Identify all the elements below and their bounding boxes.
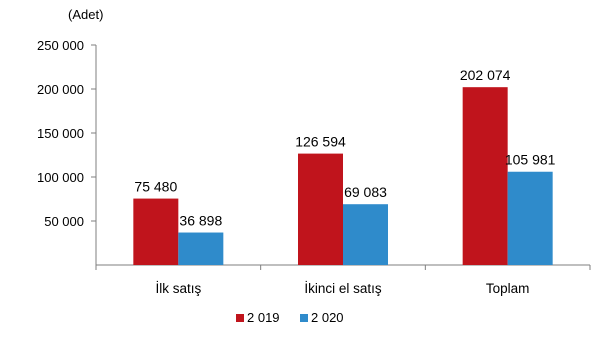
legend-label: 2 020 bbox=[311, 310, 344, 325]
data-label: 36 898 bbox=[179, 213, 222, 229]
y-tick-label: 200 000 bbox=[37, 82, 84, 97]
x-axis: İlk satış İkinci el satış Toplam bbox=[95, 264, 591, 296]
data-label: 69 083 bbox=[344, 184, 387, 200]
bars bbox=[133, 87, 553, 265]
y-tick-label: 150 000 bbox=[37, 126, 84, 141]
y-tick-label: 50 000 bbox=[44, 214, 84, 229]
data-label: 202 074 bbox=[460, 67, 511, 83]
data-labels: 75 480 36 898 126 594 69 083 202 074 105 981 bbox=[134, 67, 555, 228]
bar bbox=[133, 198, 179, 265]
y-tick-label: 100 000 bbox=[37, 170, 84, 185]
legend-label: 2 019 bbox=[247, 310, 280, 325]
category-label: İlk satış bbox=[155, 281, 201, 296]
legend: 2 019 2 020 bbox=[236, 310, 344, 325]
legend-swatch bbox=[300, 314, 308, 322]
legend-swatch bbox=[236, 314, 244, 322]
bar bbox=[298, 153, 343, 265]
bar bbox=[343, 204, 388, 265]
category-label: Toplam bbox=[486, 281, 530, 296]
unit-label: (Adet) bbox=[68, 7, 103, 22]
data-label: 75 480 bbox=[134, 179, 177, 195]
bar bbox=[462, 87, 508, 265]
category-label: İkinci el satış bbox=[304, 281, 382, 296]
data-label: 105 981 bbox=[505, 152, 556, 168]
bar bbox=[178, 232, 224, 265]
y-axis: 50 000 100 000 150 000 200 000 250 000 bbox=[37, 38, 97, 265]
data-label: 126 594 bbox=[295, 134, 346, 150]
y-tick-label: 250 000 bbox=[37, 38, 84, 53]
bar bbox=[507, 171, 553, 265]
